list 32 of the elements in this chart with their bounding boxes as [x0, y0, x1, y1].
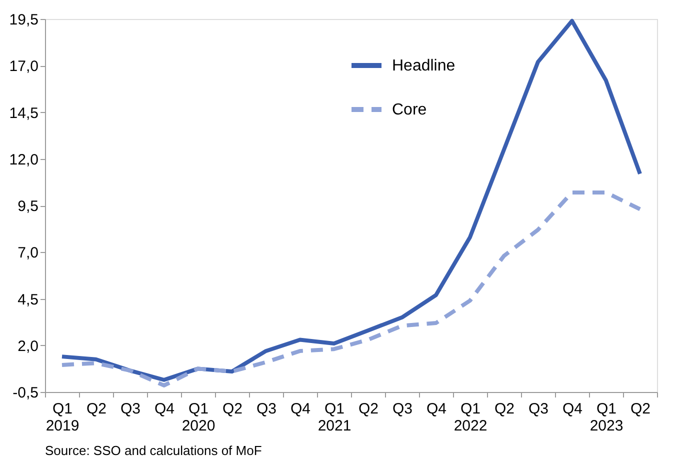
- y-tick-label: 4,5: [18, 291, 38, 308]
- source-note: Source: SSO and calculations of MoF: [45, 443, 262, 458]
- y-tick-label: 12,0: [9, 151, 38, 168]
- y-tick-label: -0,5: [12, 384, 38, 402]
- x-tick-label: Q2: [494, 400, 515, 418]
- y-tick-label: 14,5: [9, 104, 38, 122]
- y-tick-label: 9,5: [18, 198, 38, 215]
- x-tick-label: Q2: [630, 400, 651, 418]
- x-tick-label: Q3: [256, 400, 277, 418]
- x-tick-label: Q1 2020: [182, 400, 216, 434]
- x-tick-label: Q1 2022: [454, 400, 488, 434]
- x-tick-label: Q3: [392, 400, 413, 418]
- x-tick-label: Q4: [290, 400, 311, 418]
- legend-label: Headline: [392, 58, 456, 74]
- line-series: [60, 18, 642, 382]
- x-tick-label: Q4: [426, 400, 447, 418]
- y-tick-label: 2,0: [18, 338, 38, 355]
- x-tick-label: Q3: [120, 400, 141, 418]
- y-tick-label: 7,0: [18, 244, 38, 262]
- x-tick-label: Q1 2019: [46, 400, 80, 434]
- x-tick-label: Q3: [528, 400, 549, 418]
- x-tick-label: Q1 2021: [318, 400, 352, 434]
- x-tick-label: Q2: [86, 400, 107, 418]
- x-tick-label: Q2: [222, 400, 243, 418]
- y-tick-label: 19,5: [9, 12, 38, 28]
- line-series: [60, 190, 642, 388]
- y-tick-label: 17,0: [9, 58, 38, 76]
- x-tick-label: Q1 2023: [590, 400, 624, 434]
- legend-label: Core: [392, 102, 427, 118]
- x-tick-label: Q4: [154, 400, 175, 418]
- x-tick-label: Q4: [562, 400, 583, 418]
- x-tick-label: Q2: [358, 400, 379, 418]
